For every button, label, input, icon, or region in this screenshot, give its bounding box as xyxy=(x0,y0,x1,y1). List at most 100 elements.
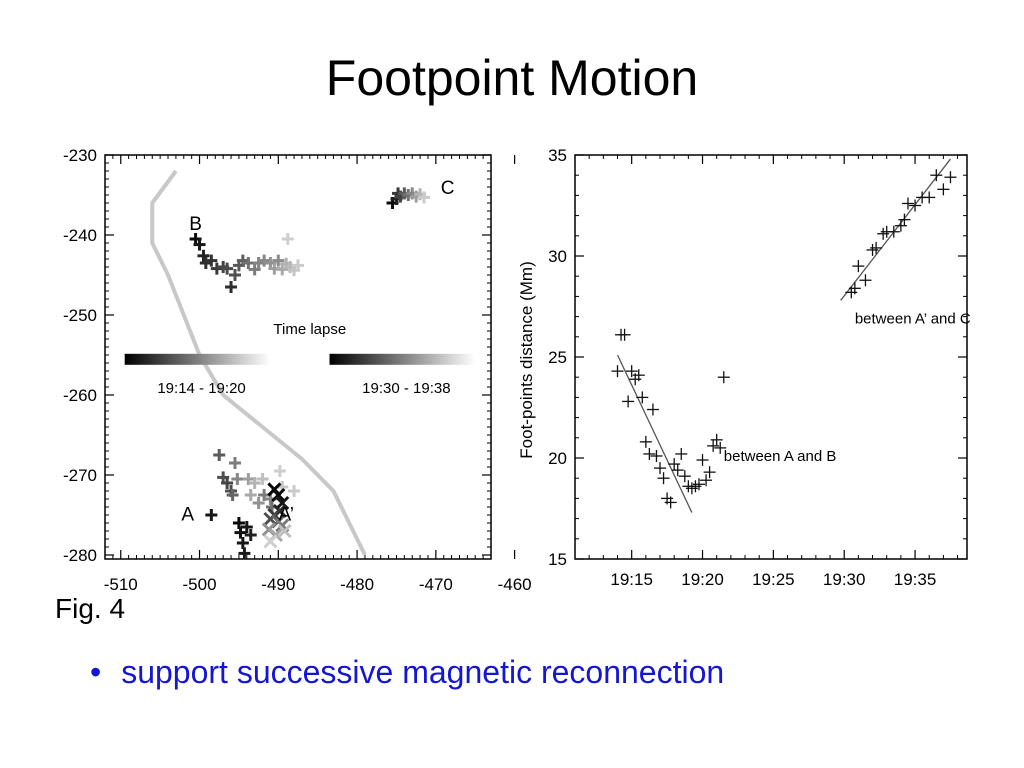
data-point xyxy=(238,547,251,560)
x-tick-label: 19:30 xyxy=(823,570,866,589)
data-point xyxy=(618,328,631,341)
x-tick-label: 19:15 xyxy=(610,570,653,589)
y-tick-label: -260 xyxy=(63,386,97,405)
x-tick-label: -490 xyxy=(261,575,295,594)
data-point xyxy=(639,435,652,448)
data-point xyxy=(654,462,667,475)
y-tick-label: 30 xyxy=(548,247,567,266)
data-point xyxy=(221,262,234,275)
figure-canvas: -510 -500 -490 -480 -470 -460 -230 -240 -250 -260… xyxy=(63,146,971,594)
x-tick-label: 19:35 xyxy=(894,570,937,589)
data-point xyxy=(937,183,950,196)
bullet-text: support successive magnetic reconnection xyxy=(121,654,725,690)
data-point xyxy=(240,521,253,533)
data-point xyxy=(213,449,226,461)
data-point xyxy=(252,257,265,269)
data-point xyxy=(210,262,223,275)
data-point xyxy=(898,213,911,226)
data-point xyxy=(707,439,720,452)
y-tick-label: 20 xyxy=(548,449,567,468)
data-point xyxy=(622,395,635,408)
data-point xyxy=(944,171,957,184)
data-point xyxy=(288,485,301,497)
data-point xyxy=(643,447,656,460)
annotation-label: A’ xyxy=(278,504,293,525)
bullet-dot: • xyxy=(90,654,102,690)
data-point xyxy=(700,474,713,487)
data-point xyxy=(256,473,269,485)
data-point xyxy=(611,365,624,378)
data-point xyxy=(281,233,294,245)
data-point xyxy=(859,274,872,287)
y-tick-label: -270 xyxy=(63,466,97,485)
data-point xyxy=(236,254,249,267)
data-point xyxy=(657,472,670,485)
data-point xyxy=(242,473,255,485)
x-tick-label: -480 xyxy=(340,575,374,594)
data-point xyxy=(703,466,716,479)
data-point xyxy=(717,371,730,384)
data-point xyxy=(205,509,218,521)
data-point xyxy=(930,169,943,182)
data-point xyxy=(668,458,681,471)
data-point xyxy=(696,454,709,467)
data-point xyxy=(852,260,865,273)
y-tick-label: 25 xyxy=(548,348,567,367)
data-point xyxy=(228,457,241,469)
data-point xyxy=(221,477,234,489)
y-tick-label: 15 xyxy=(548,550,567,569)
right-chart: 19:15 19:20 19:25 19:30 19:35 15 20 25 30 35 Foot… xyxy=(517,146,971,589)
fit-line xyxy=(840,158,951,301)
data-point xyxy=(923,191,936,204)
data-point xyxy=(671,464,684,477)
time-lapse-bar xyxy=(329,353,476,365)
y-tick-label: 35 xyxy=(548,146,567,165)
data-point xyxy=(632,369,645,382)
y-axis-label: Foot-points distance (Mm) xyxy=(517,261,536,458)
series-label: between A’ and C xyxy=(855,311,971,328)
data-point xyxy=(244,489,257,501)
annotation-label: B xyxy=(189,214,202,235)
bullet-point: • support successive magnetic reconnectio… xyxy=(90,654,724,691)
series-label: between A and B xyxy=(724,448,837,465)
y-tick-label: -280 xyxy=(63,546,97,565)
annotation-label: Time lapse xyxy=(273,321,346,338)
data-point xyxy=(909,199,922,212)
boundary-line xyxy=(150,169,367,556)
data-point xyxy=(692,478,705,491)
data-point xyxy=(894,219,907,232)
left-plot-frame xyxy=(104,154,492,560)
data-point xyxy=(901,197,914,210)
data-point xyxy=(675,447,688,460)
data-point xyxy=(258,254,271,267)
y-tick-label: -240 xyxy=(63,226,97,245)
data-point-cross xyxy=(263,534,278,549)
data-point xyxy=(234,526,247,539)
data-point xyxy=(228,269,241,281)
data-point xyxy=(650,449,663,462)
annotation-label: C xyxy=(441,178,455,199)
data-point xyxy=(646,403,659,416)
data-point xyxy=(236,537,249,549)
data-point-cross xyxy=(275,495,290,511)
data-point-cross xyxy=(271,487,286,503)
x-tick-label: -470 xyxy=(419,575,453,594)
data-point xyxy=(714,441,727,454)
data-point xyxy=(231,473,244,485)
slide-title: Footpoint Motion xyxy=(325,50,699,106)
data-point xyxy=(292,259,304,272)
y-tick-label: -230 xyxy=(63,146,97,165)
time-lapse-label: 19:14 - 19:20 xyxy=(157,380,245,397)
data-point xyxy=(848,282,861,295)
data-point xyxy=(248,477,261,489)
data-point xyxy=(193,238,206,251)
time-lapse-label: 19:30 - 19:38 xyxy=(362,380,450,397)
data-point-cross xyxy=(277,523,292,539)
x-tick-label: 19:20 xyxy=(681,570,724,589)
annotation-label: A xyxy=(181,504,194,525)
data-point xyxy=(225,281,238,293)
time-lapse-bar xyxy=(124,353,271,365)
data-point xyxy=(418,191,431,204)
y-tick-label: -250 xyxy=(63,306,97,325)
right-plot-frame xyxy=(574,154,968,560)
